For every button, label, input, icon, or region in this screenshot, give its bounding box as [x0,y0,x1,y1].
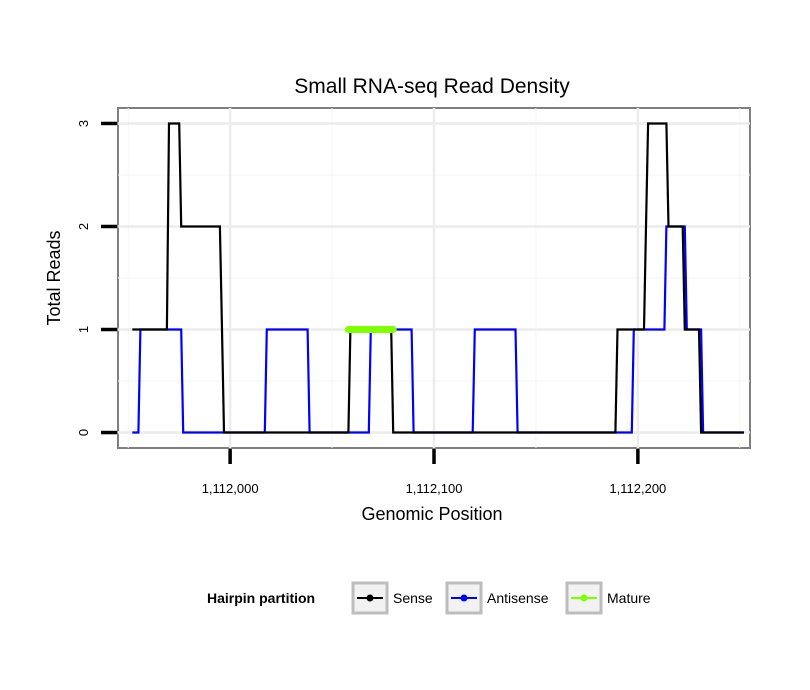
y-tick-label: 3 [76,120,91,127]
x-tick-label: 1,112,200 [609,481,666,496]
y-tick-label: 1 [76,326,91,333]
y-tick-label: 2 [76,223,91,230]
x-tick-label: 1,112,000 [202,481,259,496]
x-axis-label: Genomic Position [361,504,502,524]
legend-dot-sense [366,594,374,602]
legend-label-antisense: Antisense [487,590,549,606]
series-layer [132,122,744,434]
chart-title: Small RNA-seq Read Density [294,75,570,98]
legend: Hairpin partition Sense Antisense Mature [207,581,651,615]
legend-label-sense: Sense [393,590,433,606]
y-axis-label: Total Reads [44,230,64,325]
series-sense-line [132,122,744,434]
x-tick-label: 1,112,100 [406,481,463,496]
legend-dot-mature [580,594,588,602]
legend-label-mature: Mature [607,590,651,606]
legend-dot-antisense [460,594,468,602]
y-axis: 0 1 2 3 [76,120,117,436]
legend-title: Hairpin partition [207,590,315,606]
x-axis: 1,112,000 1,112,100 1,112,200 [202,449,666,496]
y-tick-label: 0 [76,429,91,436]
